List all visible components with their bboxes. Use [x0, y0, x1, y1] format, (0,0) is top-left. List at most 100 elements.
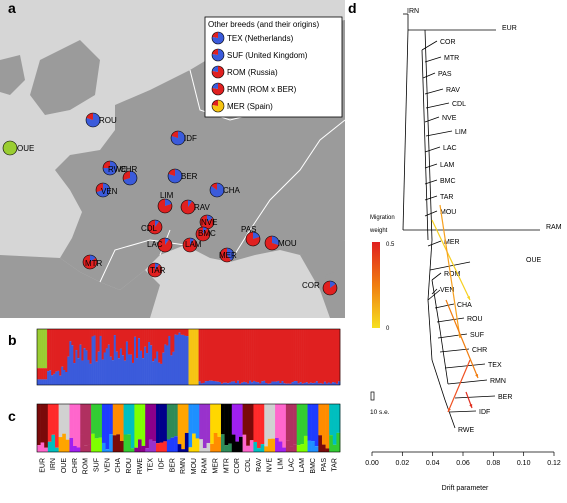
- structure-b-segment: [97, 329, 100, 352]
- tree-tip-label: MOU: [440, 209, 456, 216]
- structure-b-segment: [226, 383, 230, 385]
- pie-label: PAS: [241, 225, 256, 234]
- structure-b-segment: [301, 383, 304, 385]
- structure-c-segment: [311, 441, 316, 452]
- structure-b-segment: [236, 380, 240, 385]
- tree-branch: [454, 395, 496, 399]
- legend-pie-main: [212, 83, 225, 96]
- structure-b-segment: [168, 335, 171, 385]
- tree-branch: [421, 49, 429, 241]
- structure-c-segment: [177, 444, 182, 452]
- pie-mou: MOU: [264, 235, 297, 251]
- land-uk: [30, 40, 100, 115]
- tree-branch: [439, 348, 470, 353]
- tree-tip-label: LAC: [443, 145, 457, 152]
- structure-c-segment: [69, 437, 74, 452]
- structure-b-segment: [113, 329, 117, 336]
- breed-axis-label: RAV: [256, 458, 263, 472]
- structure-c-segment: [156, 404, 160, 444]
- structure-c-segment: [303, 404, 308, 436]
- pie-label: BER: [181, 172, 198, 181]
- structure-b-segment: [93, 329, 96, 336]
- pie-outline: [157, 237, 173, 253]
- structure-b-segment: [166, 329, 169, 346]
- pie-outline: [102, 160, 118, 176]
- structure-b-segment: [265, 382, 268, 385]
- pie-slice-red: [168, 169, 175, 176]
- structure-b-segment: [279, 329, 282, 384]
- structure-c-segment: [109, 404, 114, 435]
- migration-min: 0: [386, 326, 390, 332]
- pie-slice-green: [3, 141, 17, 155]
- tree-branch: [437, 333, 468, 339]
- structure-b-segment: [317, 329, 321, 384]
- tree-branch: [444, 399, 456, 429]
- structure-b-segment: [39, 379, 42, 385]
- tree-branch: [424, 146, 441, 153]
- pie-slice-blue: [203, 227, 208, 234]
- structure-b-segment: [206, 329, 209, 381]
- structure-c-segment: [47, 404, 52, 442]
- pie-outline: [167, 168, 183, 184]
- structure-c-segment: [188, 447, 193, 452]
- structure-b-segment: [53, 373, 56, 385]
- structure-b-segment: [329, 383, 333, 385]
- structure-c-segment: [55, 447, 59, 452]
- structure-b-segment: [234, 382, 238, 385]
- tree-branch: [424, 29, 433, 241]
- structure-c-segment: [91, 404, 96, 434]
- legend-pie-minor: [212, 32, 218, 38]
- structure-b-segment: [214, 381, 218, 385]
- structure-c-segment: [249, 404, 254, 441]
- pie-cha: CHA: [209, 182, 241, 198]
- structure-c-segment: [199, 439, 204, 452]
- pie-outline: [322, 280, 338, 296]
- structure-b-segment: [220, 329, 224, 384]
- structure-b-segment: [59, 329, 62, 376]
- structure-b-segment: [37, 329, 40, 369]
- migration-edge: [439, 204, 461, 339]
- structure-b-segment: [210, 380, 214, 385]
- structure-c-segment: [62, 404, 67, 434]
- structure-b-segment: [99, 329, 102, 336]
- structure-c-segment: [231, 404, 236, 435]
- breed-axis-label: ROM: [83, 458, 90, 475]
- structure-c-segment: [228, 443, 233, 452]
- structure-b-segment: [208, 329, 212, 381]
- tree-branch: [429, 261, 471, 271]
- breed-axis-label: BMC: [310, 458, 317, 474]
- structure-b-segment: [87, 359, 90, 385]
- pie-ven: VEN: [95, 182, 118, 198]
- structure-b-segment: [230, 381, 234, 385]
- panel-label-d: d: [348, 0, 357, 16]
- structure-c-segment: [228, 404, 233, 444]
- structure-b-segment: [204, 329, 207, 382]
- structure-b-segment: [259, 329, 262, 384]
- structure-b-segment: [57, 370, 60, 385]
- legend-pie-main: [212, 32, 225, 45]
- structure-b-segment: [87, 329, 90, 360]
- structure-b-segment: [263, 380, 266, 385]
- pie-slice-blue: [272, 236, 280, 246]
- pie-outline: [95, 182, 111, 198]
- pie-slice-blue: [165, 199, 172, 206]
- pie-slice-blue: [190, 238, 195, 245]
- structure-b-segment: [305, 329, 308, 383]
- structure-b-segment: [218, 382, 222, 385]
- structure-b-segment: [337, 381, 341, 385]
- pie-slice-red: [220, 248, 232, 263]
- structure-b-segment: [89, 363, 92, 385]
- structure-b-segment: [305, 382, 308, 385]
- legend-pie-outline: [211, 82, 225, 96]
- pie-outline: [264, 235, 280, 251]
- breed-axis-label: TEX: [148, 458, 155, 472]
- structure-b-segment: [331, 382, 335, 385]
- legend-pie-minor: [212, 83, 218, 89]
- tree-tip-label: IDF: [479, 409, 490, 416]
- structure-b-segment: [59, 375, 62, 385]
- structure-b-segment: [111, 360, 115, 385]
- tree-tip-label: COR: [440, 39, 456, 46]
- breed-axis-label: LAM: [299, 458, 306, 473]
- structure-b-segment: [178, 329, 181, 333]
- structure-c-segment: [156, 443, 160, 452]
